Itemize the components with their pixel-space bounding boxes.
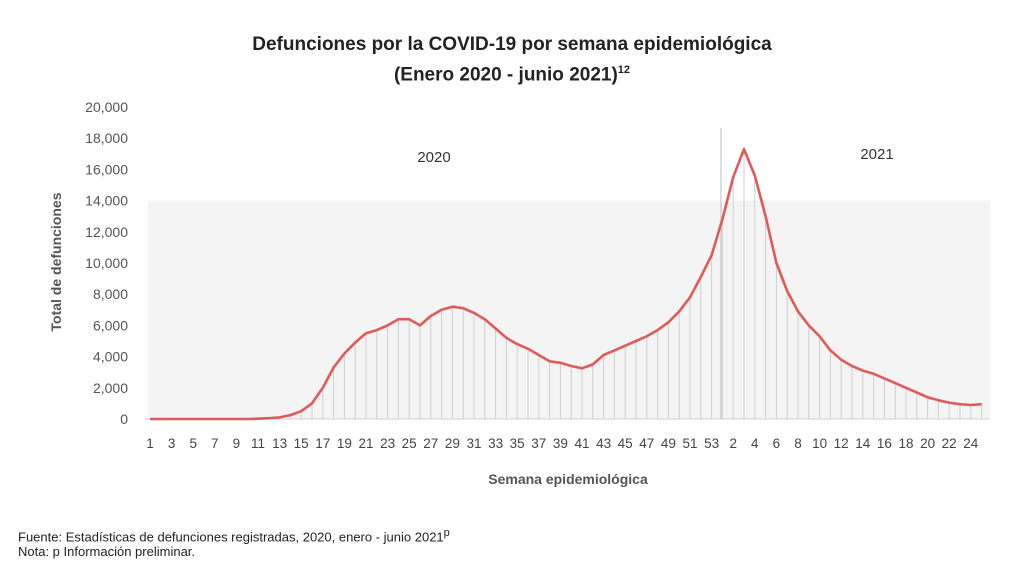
- x-tick-label: 25: [402, 436, 417, 451]
- chart-subtitle: (Enero 2020 - junio 2021)12: [0, 58, 1024, 87]
- x-tick-label: 24: [963, 436, 979, 451]
- x-tick-label: 53: [704, 436, 719, 451]
- y-tick-label: 16,000: [85, 161, 128, 177]
- x-tick-label: 37: [531, 436, 546, 451]
- chart-title: Defunciones por la COVID-19 por semana e…: [252, 34, 772, 55]
- x-tick-label: 7: [211, 436, 219, 451]
- x-tick-label: 14: [855, 436, 871, 451]
- x-tick-label: 13: [272, 436, 287, 451]
- x-tick-label: 15: [294, 436, 309, 451]
- x-tick-label: 27: [423, 436, 438, 451]
- x-tick-label: 12: [834, 436, 849, 451]
- y-tick-label: 6,000: [93, 317, 128, 333]
- x-tick-label: 2: [729, 436, 737, 451]
- x-tick-label: 35: [510, 436, 525, 451]
- x-tick-label: 5: [189, 436, 197, 451]
- x-tick-label: 4: [751, 436, 759, 451]
- x-tick-label: 21: [358, 436, 373, 451]
- x-tick-label: 9: [233, 436, 241, 451]
- x-tick-label: 1: [146, 436, 154, 451]
- subtitle-text: (Enero 2020 - junio 2021): [393, 64, 618, 86]
- x-tick-label: 49: [661, 436, 676, 451]
- x-tick-label: 19: [337, 436, 352, 451]
- x-tick-label: 41: [574, 436, 589, 451]
- x-tick-label: 6: [773, 436, 781, 451]
- source-text: Fuente: Estadísticas de defunciones regi…: [18, 529, 444, 545]
- x-tick-label: 17: [315, 436, 330, 451]
- y-axis-title: Total de defunciones: [48, 192, 64, 331]
- subtitle-superscript: 12: [617, 64, 631, 76]
- y-tick-label: 2,000: [93, 380, 128, 396]
- chart-area: 0 2,000 4,000 6,000 8,000 10,000 12,000 14,000 1…: [48, 99, 990, 487]
- x-tick-label: 10: [812, 436, 827, 451]
- y-tick-label: 0: [120, 411, 128, 427]
- y-tick-label: 20,000: [85, 99, 128, 115]
- x-tick-label: 33: [488, 436, 503, 451]
- deaths-line: [150, 147, 982, 421]
- x-axis-title: Semana epidemiológica: [488, 471, 648, 487]
- x-tick-label: 3: [168, 436, 176, 451]
- x-tick-label: 11: [251, 436, 265, 451]
- x-tick-label: 31: [466, 436, 481, 451]
- x-tick-label: 47: [639, 436, 654, 451]
- x-tick-label: 20: [920, 436, 935, 451]
- x-tick-label: 22: [942, 436, 957, 451]
- y-tick-label: 4,000: [93, 349, 128, 365]
- source-note: Fuente: Estadísticas de defunciones regi…: [18, 527, 450, 544]
- y-tick-label: 10,000: [85, 255, 128, 271]
- x-tick-label: 39: [553, 436, 568, 451]
- x-tick-label: 51: [682, 436, 697, 451]
- preliminary-note: Nota: p Información preliminar.: [18, 544, 196, 559]
- x-tick-label: 45: [618, 436, 633, 451]
- year-label-2021: 2021: [860, 146, 893, 163]
- year-label-2020: 2020: [417, 149, 450, 166]
- y-tick-label: 8,000: [93, 286, 128, 302]
- source-superscript: p: [443, 527, 450, 539]
- x-tick-label: 23: [380, 436, 395, 451]
- x-tick-label: 43: [596, 436, 611, 451]
- x-tick-label: 16: [877, 436, 892, 451]
- x-tick-label: 18: [898, 436, 913, 451]
- y-tick-label: 12,000: [85, 224, 128, 240]
- y-tick-label: 18,000: [85, 130, 128, 146]
- x-tick-label: 8: [794, 436, 802, 451]
- x-tick-label: 29: [445, 436, 460, 451]
- y-tick-label: 14,000: [85, 193, 128, 209]
